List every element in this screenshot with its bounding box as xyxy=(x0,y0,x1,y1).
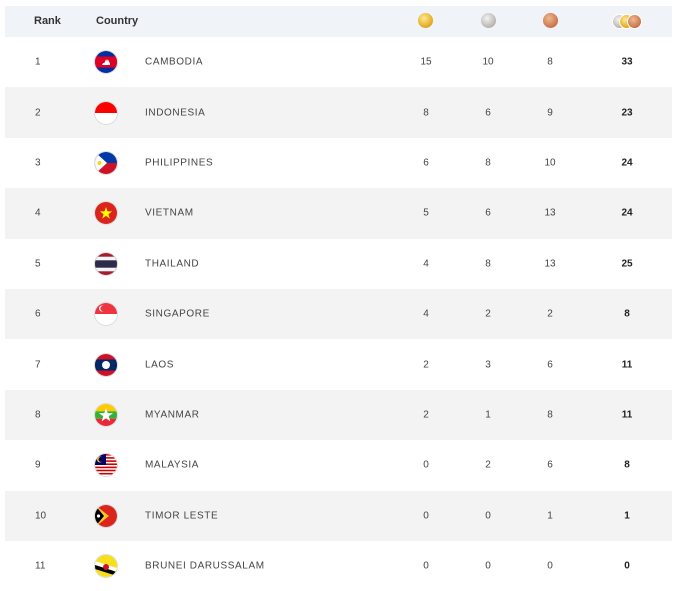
gold-count: 15 xyxy=(420,56,432,68)
total-count: 0 xyxy=(624,560,630,572)
laos-flag-icon xyxy=(95,353,117,376)
gold-count: 4 xyxy=(423,308,429,320)
gold-count: 0 xyxy=(423,459,429,471)
silver-count: 6 xyxy=(485,207,491,219)
total-count: 24 xyxy=(621,207,633,219)
rank-column-header[interactable]: Rank xyxy=(34,15,61,27)
rank-cell: 8 xyxy=(35,409,41,421)
table-row[interactable]: 11 BRUNEI DARUSSALAM 0 0 0 0 xyxy=(5,541,672,591)
table-row[interactable]: 1 CAMBODIA 15 10 8 33 xyxy=(5,37,672,87)
total-count: 1 xyxy=(624,510,630,522)
country-name[interactable]: THAILAND xyxy=(145,258,200,270)
thailand-flag-icon xyxy=(95,252,117,275)
country-name[interactable]: MALAYSIA xyxy=(145,459,200,471)
vietnam-flag-icon xyxy=(95,202,117,225)
total-count: 8 xyxy=(624,459,630,471)
table-row[interactable]: 8 MYANMAR 2 1 8 11 xyxy=(5,389,672,441)
total-count: 24 xyxy=(621,157,633,169)
country-name[interactable]: BRUNEI DARUSSALAM xyxy=(145,560,265,572)
indonesia-flag-icon xyxy=(95,101,117,124)
rank-cell: 9 xyxy=(35,459,41,471)
bronze-count: 13 xyxy=(544,258,556,270)
country-column-header[interactable]: Country xyxy=(96,15,139,27)
gold-count: 4 xyxy=(423,258,429,270)
silver-count: 0 xyxy=(485,560,491,572)
silver-count: 6 xyxy=(485,107,491,119)
table-row[interactable]: 3 PHILIPPINES 6 8 10 24 xyxy=(5,138,672,188)
silver-count: 8 xyxy=(485,258,491,270)
philippines-flag-icon xyxy=(95,151,117,174)
bronze-count: 13 xyxy=(544,207,556,219)
gold-count: 2 xyxy=(423,359,429,371)
table-row[interactable]: 6 SINGAPORE 4 2 2 8 xyxy=(5,288,672,340)
gold-count: 0 xyxy=(423,560,429,572)
table-row[interactable]: 9 MALAYSIA 0 2 6 8 xyxy=(5,440,672,490)
bronze-count: 8 xyxy=(547,409,553,421)
total-medals-icon[interactable] xyxy=(612,13,642,29)
silver-count: 1 xyxy=(485,409,491,421)
medal-table: Rank Country 1 CAMBODIA 15 10 8 33 2 IND… xyxy=(5,6,672,591)
gold-count: 8 xyxy=(423,107,429,119)
rank-cell: 6 xyxy=(35,308,41,320)
rank-cell: 11 xyxy=(35,560,46,572)
bronze-count: 8 xyxy=(547,56,553,68)
total-count: 25 xyxy=(621,258,633,270)
gold-count: 6 xyxy=(423,157,429,169)
bronze-medal-icon[interactable] xyxy=(543,13,558,28)
bronze-count: 6 xyxy=(547,359,553,371)
bronze-count: 10 xyxy=(544,157,556,169)
rank-cell: 1 xyxy=(35,56,41,68)
total-count: 33 xyxy=(621,56,633,68)
table-row[interactable]: 5 THAILAND 4 8 13 25 xyxy=(5,239,672,289)
rank-cell: 4 xyxy=(35,207,41,219)
bronze-count: 1 xyxy=(547,510,553,522)
rank-cell: 5 xyxy=(35,258,41,270)
country-name[interactable]: VIETNAM xyxy=(145,207,194,219)
country-name[interactable]: LAOS xyxy=(145,359,175,371)
total-count: 23 xyxy=(621,107,633,119)
silver-count: 2 xyxy=(485,308,491,320)
bronze-count: 9 xyxy=(547,107,553,119)
cambodia-flag-icon xyxy=(95,51,117,74)
malaysia-flag-icon xyxy=(95,454,117,477)
gold-count: 5 xyxy=(423,207,429,219)
singapore-flag-icon xyxy=(95,303,117,326)
total-count: 8 xyxy=(624,308,630,320)
country-name[interactable]: TIMOR LESTE xyxy=(145,510,219,522)
table-row[interactable]: 10 TIMOR LESTE 0 0 1 1 xyxy=(5,490,672,541)
total-count: 11 xyxy=(621,359,633,371)
silver-count: 0 xyxy=(485,510,491,522)
table-row[interactable]: 4 VIETNAM 5 6 13 24 xyxy=(5,188,672,239)
silver-count: 8 xyxy=(485,157,491,169)
table-row[interactable]: 2 INDONESIA 8 6 9 23 xyxy=(5,87,672,138)
country-name[interactable]: SINGAPORE xyxy=(145,308,210,320)
silver-count: 2 xyxy=(485,459,491,471)
table-header: Rank Country xyxy=(5,6,672,37)
timor-leste-flag-icon xyxy=(95,504,117,527)
rank-cell: 3 xyxy=(35,157,41,169)
bronze-count: 2 xyxy=(547,308,553,320)
country-name[interactable]: PHILIPPINES xyxy=(145,157,214,169)
myanmar-flag-icon xyxy=(95,403,117,426)
country-name[interactable]: CAMBODIA xyxy=(145,56,204,68)
rank-cell: 7 xyxy=(35,359,41,371)
country-name[interactable]: MYANMAR xyxy=(145,409,200,421)
total-count: 11 xyxy=(621,409,633,421)
rank-cell: 10 xyxy=(35,510,47,522)
gold-count: 0 xyxy=(423,510,429,522)
gold-count: 2 xyxy=(423,409,429,421)
bronze-count: 6 xyxy=(547,459,553,471)
table-row[interactable]: 7 LAOS 2 3 6 11 xyxy=(5,339,672,389)
silver-count: 3 xyxy=(485,359,491,371)
silver-medal-icon[interactable] xyxy=(481,13,496,28)
country-name[interactable]: INDONESIA xyxy=(145,107,206,119)
gold-medal-icon[interactable] xyxy=(418,13,433,28)
rank-cell: 2 xyxy=(35,107,41,119)
bronze-count: 0 xyxy=(547,560,553,572)
brunei-flag-icon xyxy=(95,555,117,578)
silver-count: 10 xyxy=(482,56,494,68)
